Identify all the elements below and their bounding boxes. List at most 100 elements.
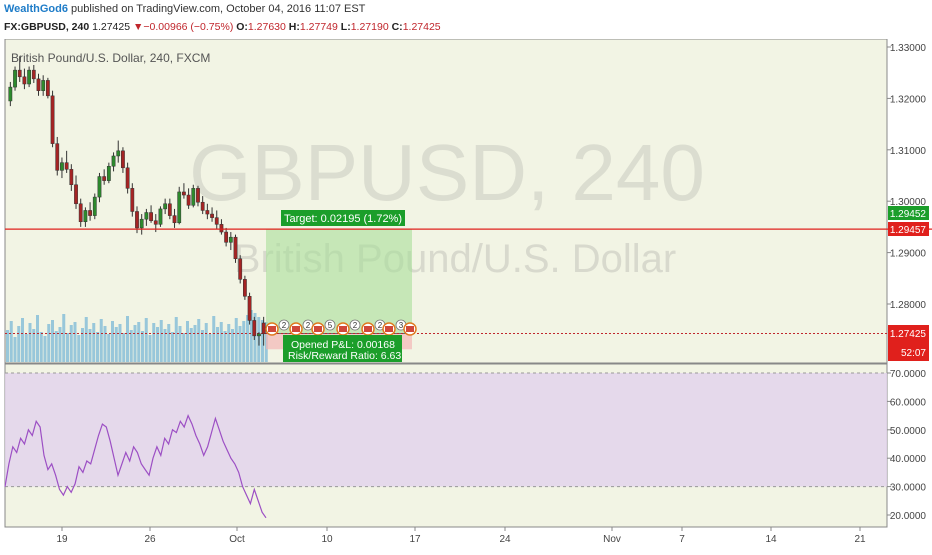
high-value: 1.27749	[299, 21, 338, 33]
chart-canvas[interactable]: GBPUSD, 240 British Pound/U.S. Dollar Br…	[0, 38, 932, 550]
price-axis[interactable]: 1.33000 1.32000 1.31000 1.30000 1.29000 1.280…	[887, 43, 926, 311]
flag-icon	[364, 326, 372, 332]
time-axis[interactable]: 19 26 Oct 10 17 24 Nov 7 14 21	[56, 527, 866, 545]
price-tick-label: 1.32000	[890, 94, 927, 105]
target-zone[interactable]	[266, 229, 412, 334]
volume-bar	[193, 325, 197, 362]
volume-bar	[77, 335, 81, 362]
price-axis-badges: 1.29452 1.29457 1.27425 52:07	[888, 206, 929, 361]
volume-bar	[107, 334, 111, 362]
candle-body	[97, 176, 102, 198]
volume-bar	[114, 327, 118, 362]
candle-body	[158, 208, 163, 225]
ohlc-info-bar: FX:GBPUSD, 240 1.27425 ▼−0.00966 (−0.75%…	[0, 19, 932, 39]
close-label: C:	[391, 21, 403, 33]
candle-body	[22, 76, 27, 85]
volume-bar	[182, 333, 186, 362]
candle-body	[55, 143, 60, 171]
volume-bar	[43, 336, 47, 362]
volume-bar	[21, 318, 24, 362]
time-tick-label: 7	[679, 534, 685, 545]
candle-body	[36, 78, 41, 91]
event-count-badge	[324, 319, 336, 331]
close-value: 1.27425	[402, 21, 441, 33]
candle-body	[219, 224, 224, 233]
candle-body	[92, 196, 97, 216]
risk-reward-text: Risk/Reward Ratio: 6.63	[288, 350, 401, 362]
candle-body	[64, 162, 69, 170]
publish-info-text: published on TradingView.com, October 04…	[71, 3, 366, 15]
rsi-tick-label: 20.0000	[890, 511, 927, 522]
rsi-tick-label: 60.0000	[890, 397, 927, 408]
price-pane[interactable]	[4, 38, 888, 364]
volume-bars	[6, 310, 268, 362]
candle-body	[242, 279, 247, 297]
volume-bar	[137, 322, 141, 362]
volume-bar	[6, 330, 9, 362]
price-tick-label: 1.31000	[890, 146, 927, 157]
publish-info-bar: WealthGod6 published on TradingView.com,…	[0, 0, 932, 19]
flag-icon	[292, 326, 300, 332]
volume-bar	[92, 323, 96, 362]
candle-body	[45, 80, 50, 97]
candle-body	[182, 191, 186, 196]
candle-body	[27, 69, 32, 85]
event-count-text: 2	[353, 321, 358, 330]
last-price-label: 1.27425	[92, 21, 131, 33]
candle-body	[163, 203, 168, 210]
volume-bar	[163, 329, 167, 362]
volume-bar	[141, 331, 144, 362]
opened-pl-text: Opened P&L: 0.00168	[291, 339, 395, 351]
event-flag-icon: 2	[336, 319, 361, 336]
last-price-text: 1.27425	[890, 329, 927, 340]
candle-body	[13, 69, 17, 88]
candle-body	[111, 155, 116, 167]
candle-body	[177, 191, 182, 224]
target-badge	[281, 210, 405, 226]
volume-bar	[73, 322, 77, 362]
candle-body	[228, 236, 233, 243]
volume-bar	[186, 321, 189, 362]
volume-bar	[178, 326, 182, 362]
publisher-username[interactable]: WealthGod6	[4, 3, 68, 15]
candle-body	[31, 69, 36, 80]
volume-bar	[118, 324, 122, 362]
event-count-text: 3	[399, 321, 404, 330]
time-tick-label: 17	[409, 534, 421, 545]
candle-body	[172, 215, 177, 224]
flag-icon	[385, 326, 393, 332]
volume-bar	[238, 326, 242, 362]
candle-body	[153, 220, 158, 225]
volume-bar	[47, 324, 51, 362]
candle-body	[74, 184, 78, 205]
event-flag-icon	[403, 322, 417, 336]
candle-body	[78, 203, 83, 223]
price-tick-label: 1.30000	[890, 197, 927, 208]
rsi-axis[interactable]: 70.0000 60.0000 50.0000 40.0000 30.0000 20.00…	[887, 369, 926, 522]
volume-bar	[253, 313, 257, 362]
flag-icon	[314, 326, 322, 332]
change-label: ▼−0.00966 (−0.75%)	[133, 21, 234, 33]
candle-body	[233, 236, 238, 260]
economic-events[interactable]: 2 2 5 2 2 3	[265, 319, 417, 336]
time-tick-label: Nov	[603, 534, 621, 545]
countdown-text: 52:07	[901, 348, 926, 359]
volume-bar	[212, 316, 216, 362]
price-tick-label: 1.28000	[890, 300, 927, 311]
volume-bar	[246, 315, 249, 362]
volume-bar	[201, 330, 204, 362]
candle-body	[116, 150, 121, 157]
watermark-symbol: GBPUSD, 240	[189, 128, 705, 217]
volume-bar	[148, 335, 152, 362]
time-tick-label: 19	[56, 534, 68, 545]
chart-area[interactable]: GBPUSD, 240 British Pound/U.S. Dollar Br…	[0, 38, 932, 550]
volume-bar	[223, 331, 227, 362]
volume-bar	[88, 329, 92, 362]
volume-bar	[9, 321, 13, 362]
candle-body	[50, 95, 55, 144]
target-price-text: 1.29452	[890, 209, 927, 220]
volume-bar	[13, 337, 17, 362]
volume-bar	[159, 320, 163, 362]
candle-body	[130, 188, 135, 212]
volume-bar	[111, 321, 114, 362]
